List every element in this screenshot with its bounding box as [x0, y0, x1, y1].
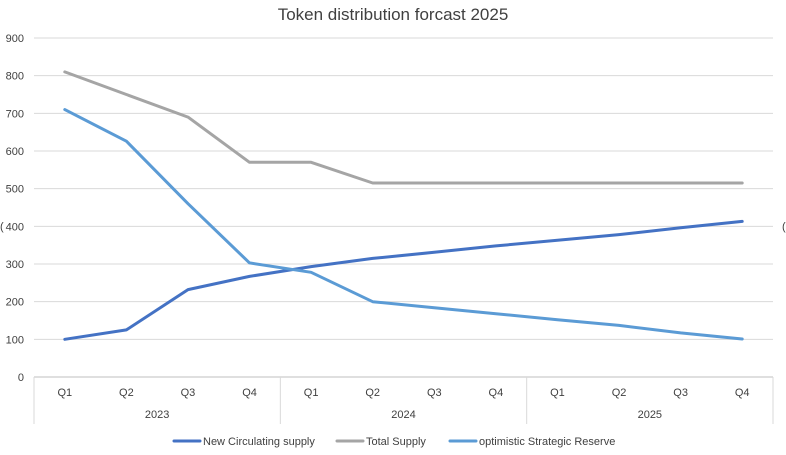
x-tick-label: Q4	[242, 387, 257, 399]
x-group-label: 2024	[391, 409, 415, 421]
x-tick-label: Q1	[550, 387, 565, 399]
x-tick-label: Q2	[612, 387, 627, 399]
x-axis: Q1 Q2 Q3 Q4 Q1 Q2 Q3 Q4 Q1 Q2 Q3 Q4 2023 2024 2025	[33, 377, 774, 424]
series-line-0	[63, 219, 744, 341]
x-tick-label: Q3	[427, 387, 442, 399]
series-group	[63, 70, 744, 341]
x-tick-label: Q4	[489, 387, 504, 399]
y-axis: 0 100 200 300 400 500 600 700 800 900	[6, 33, 24, 384]
x-tick-label: Q2	[119, 387, 134, 399]
legend-label-1: Total Supply	[366, 436, 426, 448]
x-tick-label: Q2	[365, 387, 380, 399]
x-tick-label: Q4	[735, 387, 750, 399]
y-tick-label: 500	[6, 184, 24, 196]
x-group-label: 2023	[145, 409, 169, 421]
y-tick-label: 400	[6, 221, 24, 233]
y-tick-label: 100	[6, 334, 24, 346]
x-tick-label: Q3	[673, 387, 688, 399]
y-tick-label: 300	[6, 259, 24, 271]
chart-title: Token distribution forcast 2025	[278, 5, 509, 24]
y-tick-label: 600	[6, 146, 24, 158]
right-edge-glyph: (	[782, 221, 786, 233]
legend: New Circulating supply Total Supply optimi…	[172, 436, 615, 448]
y-tick-label: 800	[6, 71, 24, 83]
y-tick-label: 200	[6, 297, 24, 309]
left-edge-glyph: (	[0, 221, 4, 233]
y-tick-label: 900	[6, 33, 24, 45]
legend-label-0: New Circulating supply	[203, 436, 315, 448]
series-line-1	[63, 70, 744, 185]
legend-label-2: optimistic Strategic Reserve	[479, 436, 615, 448]
series-line-2	[63, 108, 744, 341]
y-tick-label: 700	[6, 108, 24, 120]
y-tick-label: 0	[18, 372, 24, 384]
x-tick-label: Q3	[181, 387, 196, 399]
x-group-label: 2025	[638, 409, 662, 421]
x-tick-label: Q1	[304, 387, 319, 399]
grid	[34, 37, 773, 378]
x-tick-label: Q1	[57, 387, 72, 399]
